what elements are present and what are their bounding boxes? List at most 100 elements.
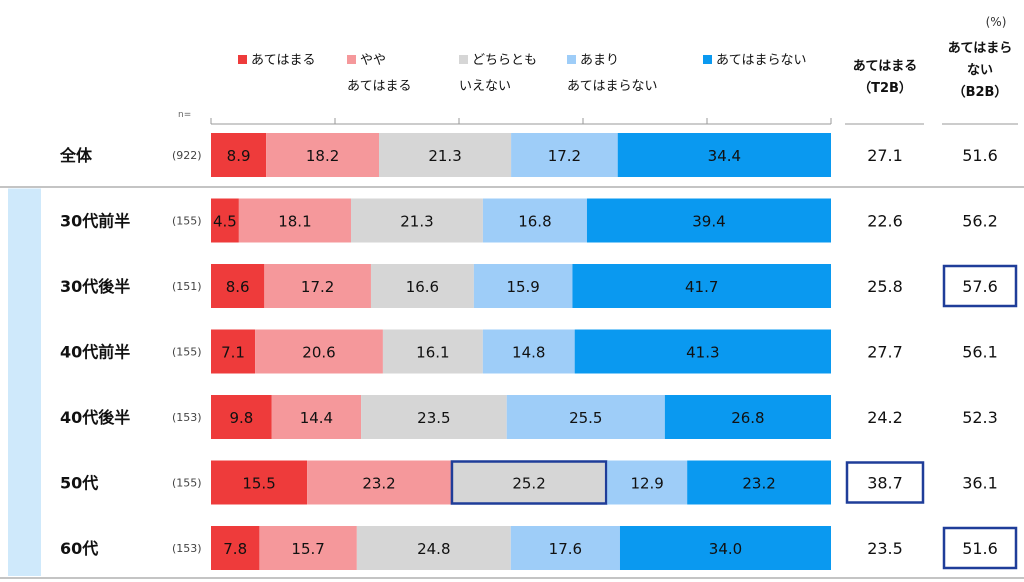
legend-label: あまり [580, 53, 619, 68]
bar-segment [370, 264, 474, 308]
legend-swatch [459, 55, 468, 64]
legend-label: あてはまらない [716, 53, 806, 68]
segment-label: 17.2 [301, 278, 334, 296]
b2b-value: 36.1 [962, 474, 998, 493]
t2b-value: 27.1 [867, 146, 903, 165]
t2b-value: 23.5 [867, 539, 903, 558]
chart-row: 60代 (153) 7.8 15.7 24.8 17.6 34.0 23.5 51.6 [60, 526, 1018, 570]
bar-segment [264, 264, 371, 308]
chart-row: 30代前半 (155) 4.5 18.1 21.3 16.8 39.4 22.6 56.2 [60, 198, 998, 243]
bar-segment [361, 395, 507, 439]
legend-swatch [703, 55, 712, 64]
group-band [8, 188, 41, 576]
b2b-value: 56.1 [962, 343, 998, 362]
b2b-value: 57.6 [962, 277, 998, 296]
segment-label: 4.5 [213, 213, 237, 231]
row-label: 50代 [60, 474, 98, 493]
summary-header: あてはまら [948, 41, 1012, 56]
chart-row: 全体 (922) 8.9 18.2 21.3 17.2 34.4 27.1 51.6 [59, 133, 998, 177]
chart-row: 40代後半 (153) 9.8 14.4 23.5 25.5 26.8 24.2 52.3 [60, 395, 998, 439]
bar-segment [619, 526, 831, 570]
bar-segment [510, 526, 620, 570]
segment-label: 21.3 [428, 147, 461, 165]
t2b-value: 38.7 [867, 474, 903, 493]
bar-segment [211, 133, 267, 177]
summary-header: （B2B） [953, 84, 1008, 100]
row-n: (153) [172, 542, 202, 555]
row-n: (922) [172, 149, 202, 162]
chart-row: 30代後半 (151) 8.6 17.2 16.6 15.9 41.7 25.8 57.6 [60, 264, 1018, 308]
unit-label: (%) [986, 15, 1007, 29]
segment-label: 16.6 [406, 278, 439, 296]
b2b-value: 51.6 [962, 146, 998, 165]
row-n: (155) [172, 477, 202, 490]
bar-segment [356, 526, 511, 570]
bar-segment [572, 264, 831, 308]
row-n: (155) [172, 346, 202, 359]
bar-segment [307, 460, 451, 505]
legend-label: やや [360, 53, 386, 68]
row-label: 40代前半 [60, 343, 130, 362]
segment-label: 14.8 [512, 344, 545, 362]
segment-label: 16.1 [416, 344, 449, 362]
bar-segment [266, 133, 380, 177]
bar-segment [271, 395, 362, 439]
bar-segment [574, 329, 831, 374]
b2b-value: 51.6 [962, 539, 998, 558]
segment-label: 20.6 [302, 344, 335, 362]
segment-label: 21.3 [400, 213, 433, 231]
segment-label: 7.1 [221, 344, 245, 362]
bar-segment [259, 526, 357, 570]
row-label: 30代後半 [60, 277, 130, 296]
bar-segment [607, 460, 688, 505]
bar-segment [664, 395, 831, 439]
segment-label: 15.5 [242, 475, 275, 493]
bar-segment [211, 395, 272, 439]
bar-segment [211, 198, 239, 243]
bar-segment [350, 198, 483, 243]
b2b-value: 52.3 [962, 408, 998, 427]
bar-segment [211, 264, 265, 308]
summary-header: （T2B） [858, 80, 912, 96]
legend-label: いえない [459, 79, 511, 94]
n-label: n= [178, 110, 191, 120]
highlight-box [942, 526, 1018, 570]
segment-label: 15.9 [506, 278, 539, 296]
bar-segment [617, 133, 831, 177]
highlight-box [450, 460, 608, 505]
legend-swatch [567, 55, 576, 64]
segment-label: 24.8 [417, 540, 450, 558]
segment-label: 17.2 [548, 147, 581, 165]
segment-label: 8.9 [227, 147, 251, 165]
t2b-value: 24.2 [867, 408, 903, 427]
bar-segment [482, 198, 587, 243]
bar-segment [238, 198, 351, 243]
segment-label: 23.5 [417, 409, 450, 427]
bar-segment [687, 460, 831, 505]
bar-segment [211, 460, 308, 505]
row-label: 40代後半 [60, 408, 130, 427]
segment-label: 16.8 [518, 213, 551, 231]
row-label: 30代前半 [60, 212, 130, 231]
segment-label: 26.8 [731, 409, 764, 427]
chart-row: 50代 (155) 15.5 23.2 25.2 12.9 23.2 38.7 36.1 [60, 460, 998, 505]
segment-label: 41.3 [686, 344, 719, 362]
segment-label: 23.2 [742, 475, 775, 493]
t2b-value: 27.7 [867, 343, 903, 362]
summary-header: ない [967, 63, 993, 78]
row-label: 全体 [59, 146, 93, 165]
bar-segment [482, 329, 575, 374]
row-label: 60代 [60, 539, 98, 558]
highlight-box [942, 264, 1018, 308]
legend-label: どちらとも [472, 53, 537, 68]
segment-label: 39.4 [692, 213, 725, 231]
legend-label: あてはまる [251, 53, 315, 68]
bar-segment [511, 133, 618, 177]
segment-label: 14.4 [300, 409, 333, 427]
bar-segment [506, 395, 665, 439]
segment-label: 34.0 [709, 540, 742, 558]
row-n: (155) [172, 215, 202, 228]
legend-label: あてはまらない [567, 79, 657, 94]
row-n: (151) [172, 280, 202, 293]
